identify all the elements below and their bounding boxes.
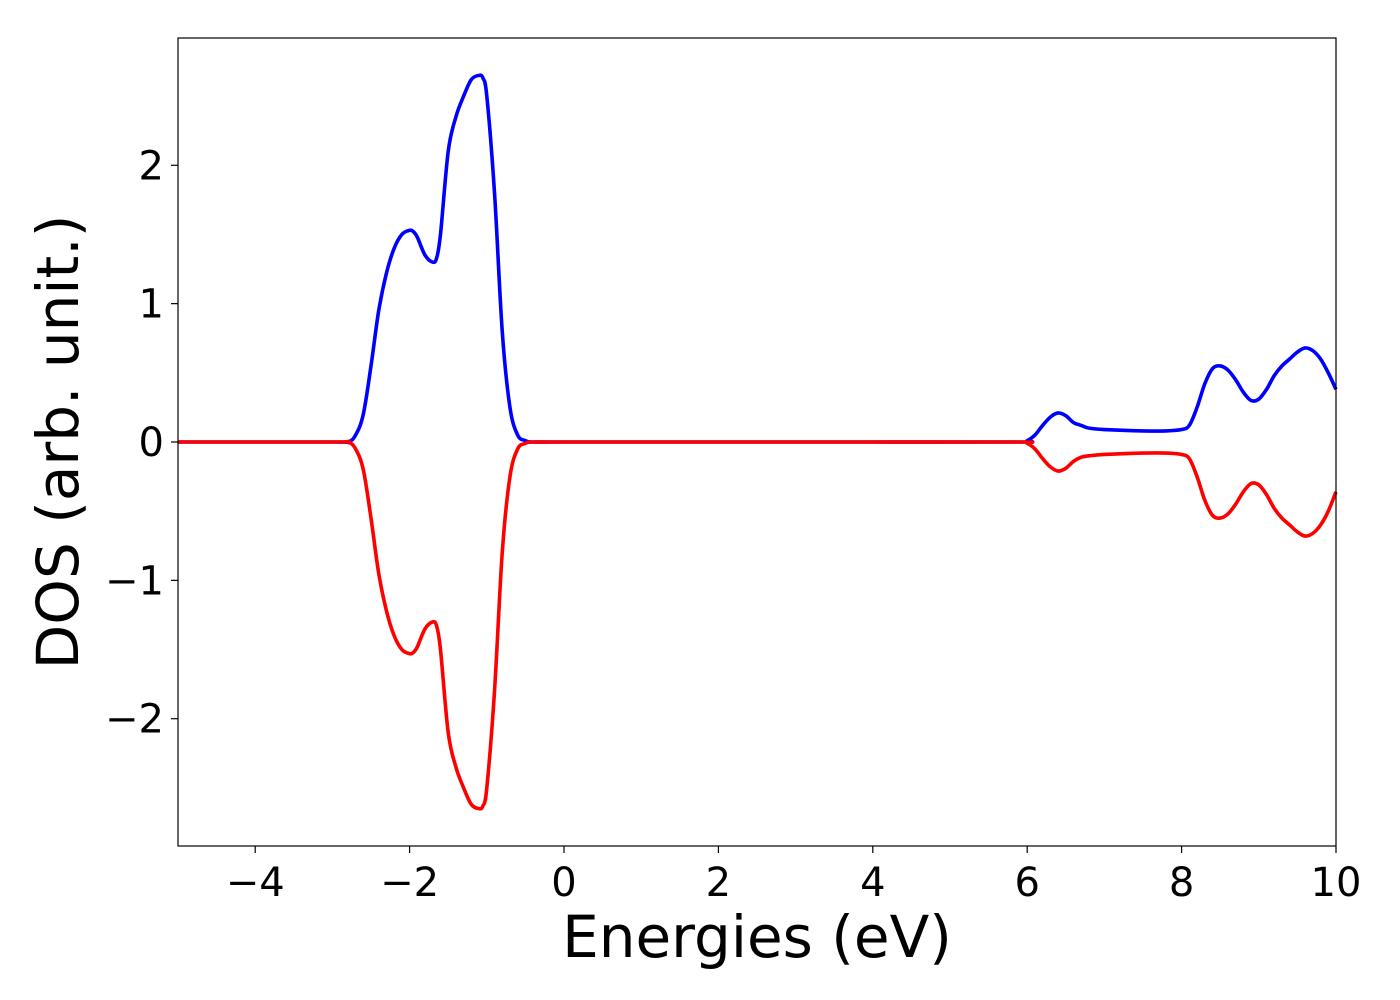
x-tick-label: 8 [1169,860,1194,906]
y-tick-label: −2 [105,697,164,743]
x-axis-ticks: −4 −2 0 2 4 6 8 10 [226,846,1362,906]
series-layer [178,73,1338,811]
x-tick-label: 2 [706,860,731,906]
series-line-0 [178,73,1338,445]
x-tick-label: 6 [1014,860,1039,906]
x-tick-label: −2 [380,860,439,906]
x-tick-label: 10 [1311,860,1362,906]
x-axis-label: Energies (eV) [562,903,952,971]
y-axis-label: DOS (arb. unit.) [24,215,92,670]
series-line-1 [178,439,1338,811]
x-tick-label: 4 [860,860,885,906]
x-tick-label: −4 [226,860,285,906]
y-tick-label: −1 [105,558,164,604]
x-tick-label: 0 [551,860,576,906]
y-tick-label: 2 [139,143,164,189]
y-tick-label: 0 [139,420,164,466]
y-axis-ticks: −2 −1 0 1 2 [105,143,178,743]
y-tick-label: 1 [139,282,164,328]
